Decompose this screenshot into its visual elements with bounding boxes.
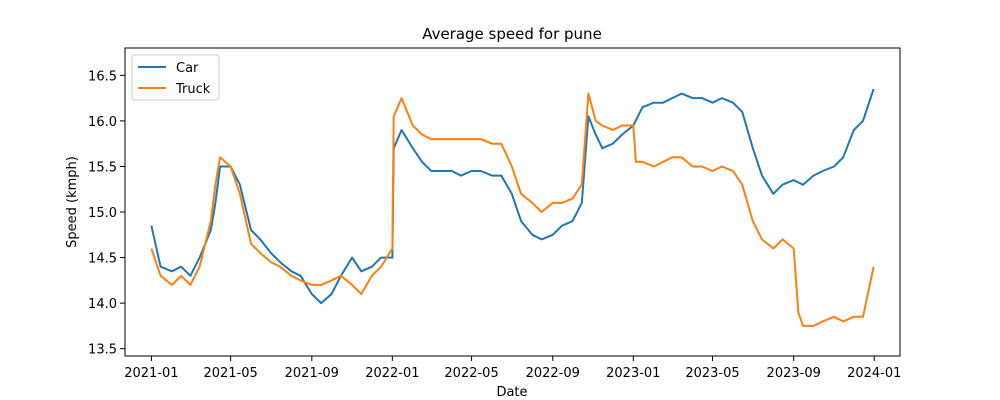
x-tick-label: 2022-01 [365,366,419,381]
y-axis: 13.5 14.0 14.5 15.0 15.5 16.0 16.5 [88,69,125,358]
y-tick-label: 13.5 [88,343,117,358]
y-axis-label: Speed (kmph) [65,156,80,248]
y-tick-label: 15.5 [88,160,117,175]
plot-frame [124,47,901,357]
y-tick-label: 16.5 [88,69,117,84]
x-axis: 2021-01 2021-05 2021-09 2022-01 2022-05 2022-… [124,356,901,381]
x-tick-label: 2023-01 [606,366,660,381]
x-tick-label: 2024-01 [847,366,901,381]
y-tick-label: 15.0 [88,206,117,221]
series-lines [150,88,875,327]
legend: Car Truck [131,54,220,101]
x-tick-label: 2021-05 [203,366,257,381]
x-tick-label: 2021-09 [285,366,339,381]
x-axis-label: Date [496,385,527,400]
x-tick-label: 2021-01 [124,366,178,381]
x-tick-label: 2023-09 [767,366,821,381]
y-tick-label: 14.5 [88,252,117,267]
series-line-car [150,88,875,305]
legend-label-truck: Truck [175,82,211,97]
x-tick-label: 2023-05 [685,366,739,381]
x-tick-label: 2022-09 [526,366,580,381]
x-tick-label: 2022-05 [444,366,498,381]
y-tick-label: 14.0 [88,297,117,312]
plot-area [125,48,900,356]
y-tick-label: 16.0 [88,115,117,130]
legend-label-car: Car [176,61,199,76]
chart-title: Average speed for pune [422,25,602,43]
series-line-truck [150,92,875,327]
